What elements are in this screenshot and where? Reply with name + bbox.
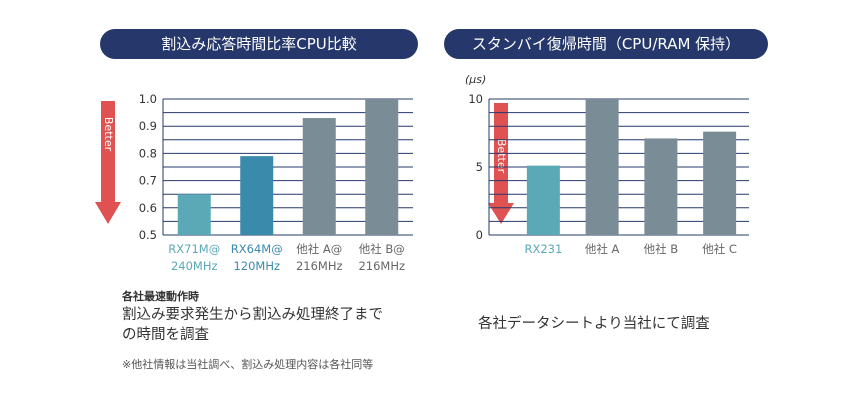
left-bar-chart: 0.5 0.6 0.7 0.8 0.9 1.0 RX71M@ 240MHz RX64M@ 120M… [139,92,413,273]
left-footnote: ※他社情報は当社調べ、割込み処理内容は各社同等 [122,358,374,371]
x-tick-label: RX231 [524,242,562,256]
bar [302,118,336,235]
y-tick-label: 0.5 [139,228,157,242]
right-unit-label: (µs) [465,73,486,86]
y-tick-label: 0.6 [139,201,157,215]
x-tick-label: RX64M@ [231,242,283,256]
x-tick-label: RX71M@ [168,242,220,256]
left-arrow-head [95,202,121,224]
right-arrow-head [488,203,514,224]
x-tick-label-line2: 240MHz [171,259,218,273]
left-chart-title: 割込み応答時間比率CPU比較 [100,29,418,59]
right-note: 各社データシートより当社にて調査 [478,316,710,332]
bar [644,138,678,235]
bar [585,99,619,235]
x-tick-label-line2: 120MHz [233,259,280,273]
y-tick-label: 0.8 [139,146,157,160]
left-note-heading: 各社最速動作時 [122,290,199,303]
x-tick-label-line2: 216MHz [358,259,405,273]
y-tick-label: 5 [476,160,483,174]
x-tick-label-line2: 216MHz [296,259,343,273]
right-chart-title: スタンバイ復帰時間（CPU/RAM 保持） [444,29,768,59]
y-tick-label: 10 [468,92,483,106]
right-bar-chart: 0 5 10 RX231 他社 A 他社 B 他社 C [468,92,749,256]
bar [365,99,399,235]
y-tick-label: 0 [476,228,483,242]
right-better-arrow: Better [488,103,514,224]
left-note-text: 割込み要求発生から割込み処理終了まで の時間を調査 [122,305,452,345]
y-tick-label: 0.9 [139,119,157,133]
y-tick-label: 0.7 [139,174,157,188]
left-better-arrow: Better [95,101,121,224]
bar [703,131,737,235]
left-better-label: Better [102,117,115,152]
bar [240,156,274,235]
bar [526,165,560,235]
x-tick-label: 他社 A [585,242,620,256]
x-tick-label: 他社 C [702,242,737,256]
bar [177,194,211,235]
left-note-line1: 割込み要求発生から割込み処理終了まで [122,307,383,323]
right-better-label: Better [495,139,508,174]
x-tick-label: 他社 B@ [359,242,405,256]
x-tick-label: 他社 A@ [296,242,342,256]
y-tick-label: 1.0 [139,92,157,106]
left-arrow-shaft [101,101,115,202]
left-note-line2: の時間を調査 [122,327,209,343]
x-tick-label: 他社 B [644,242,679,256]
